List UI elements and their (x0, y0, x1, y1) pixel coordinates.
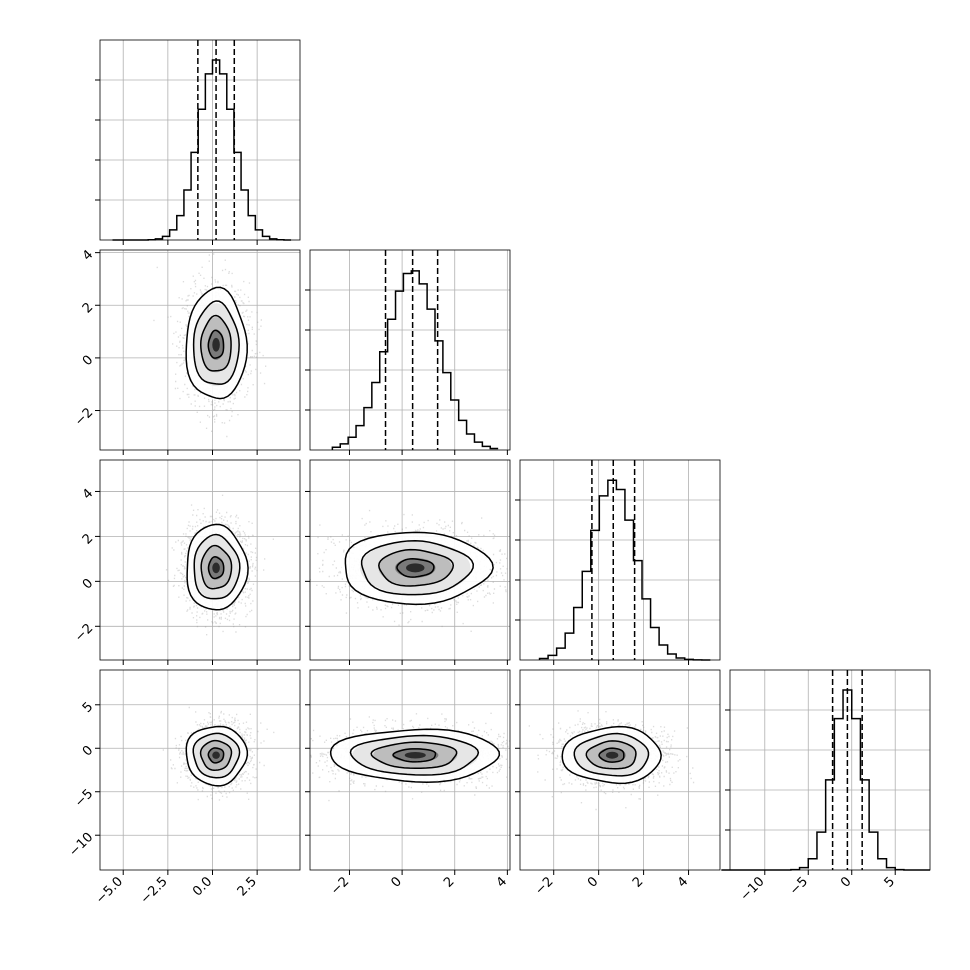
hist-panel-bg (730, 670, 930, 870)
panel-frame (309, 249, 511, 451)
scatter-content (100, 670, 300, 870)
y-tick-label: 2 (80, 300, 96, 316)
hist-panel-2 (305, 249, 511, 451)
histogram-step (331, 270, 499, 450)
contour-4 (207, 747, 225, 764)
contour-1 (185, 725, 249, 787)
panel-frame (99, 459, 301, 661)
y-tick-label: 4 (80, 247, 96, 263)
panel-frame (729, 669, 931, 871)
y-tick-label: 0 (80, 353, 96, 369)
hist-panel-4 (721, 669, 931, 871)
panel-frame (99, 39, 301, 241)
y-tick-label: 4 (80, 486, 96, 502)
contour-4 (207, 329, 225, 359)
contour-1 (185, 286, 248, 400)
x-tick-label: 2.5 (235, 874, 260, 899)
y-tick-label: 5 (80, 699, 96, 715)
x-tick-label: −2 (328, 874, 352, 898)
y-tick-label: 0 (80, 743, 96, 759)
contour-3 (370, 741, 458, 770)
x-tick-label: −2.5 (138, 874, 171, 907)
y-tick-label: −2 (72, 621, 96, 645)
scatter-panel-4-3 (519, 669, 721, 871)
x-tick-label: 4 (675, 874, 691, 890)
x-tick-label: 2 (630, 874, 646, 890)
panel-frame (519, 459, 721, 661)
x-tick-label: 0 (585, 874, 601, 890)
contour-2 (360, 539, 475, 596)
hist-panel-bg (310, 250, 510, 450)
contour-4 (598, 747, 625, 763)
contour-2 (193, 533, 241, 600)
contour-3 (200, 544, 233, 590)
y-tick-label: 0 (80, 576, 96, 592)
scatter-panel-3-1 (99, 459, 301, 661)
contour-1 (329, 728, 501, 784)
x-tick-label: −2 (532, 874, 556, 898)
hist-panel-1 (95, 39, 301, 241)
contour-1 (344, 531, 494, 606)
histogram-step (538, 479, 711, 661)
density-level-5 (406, 563, 425, 573)
density-level-5 (605, 751, 619, 759)
y-tick-label: 2 (80, 531, 96, 547)
panel-frame (519, 669, 721, 871)
panel-frame (99, 669, 301, 871)
x-tick-label: 0 (388, 874, 404, 890)
x-tick-label: 4 (494, 874, 510, 890)
contour-3 (199, 314, 232, 372)
y-tick-label: −2 (72, 405, 96, 429)
hist-panel-3 (515, 459, 721, 661)
contour-2 (192, 732, 241, 779)
panel-frame (309, 459, 511, 661)
contour-2 (192, 300, 240, 385)
scatter-panel-2-1 (99, 249, 301, 451)
y-tick-label: −5 (72, 786, 96, 810)
x-tick-label: 5 (882, 874, 898, 890)
density-level-5 (404, 751, 426, 759)
scatter-panel-4-2 (309, 669, 511, 871)
x-tick-label: 0.0 (190, 874, 215, 899)
x-tick-label: 0 (838, 874, 854, 890)
scatter-content (310, 460, 510, 660)
x-tick-label: 2 (441, 874, 457, 890)
density-level-5 (212, 751, 220, 759)
density-level-5 (212, 337, 220, 352)
contour-2 (349, 734, 480, 776)
density-level-5 (212, 562, 220, 574)
x-tick-label: −5.0 (93, 874, 126, 907)
scatter-content (310, 670, 510, 870)
hist-panel-bg (100, 40, 300, 240)
contour-4 (392, 748, 437, 763)
contour-2 (573, 732, 650, 777)
contour-4 (396, 558, 435, 578)
contour-1 (561, 725, 662, 785)
y-tick-label: −10 (66, 830, 96, 860)
scatter-panel-3-2 (309, 459, 511, 661)
scatter-panel-4-1 (99, 669, 301, 871)
contour-3 (585, 740, 637, 770)
panel-frame (99, 249, 301, 451)
scatter-content (520, 670, 720, 870)
x-tick-label: −5 (787, 874, 811, 898)
contour-4 (207, 556, 225, 580)
scatter-content (100, 250, 300, 450)
contour-3 (199, 739, 233, 771)
contour-3 (378, 548, 455, 587)
contour-1 (186, 523, 249, 611)
x-tick-label: −10 (738, 874, 768, 904)
panel-frame (309, 669, 511, 871)
scatter-content (100, 460, 300, 660)
